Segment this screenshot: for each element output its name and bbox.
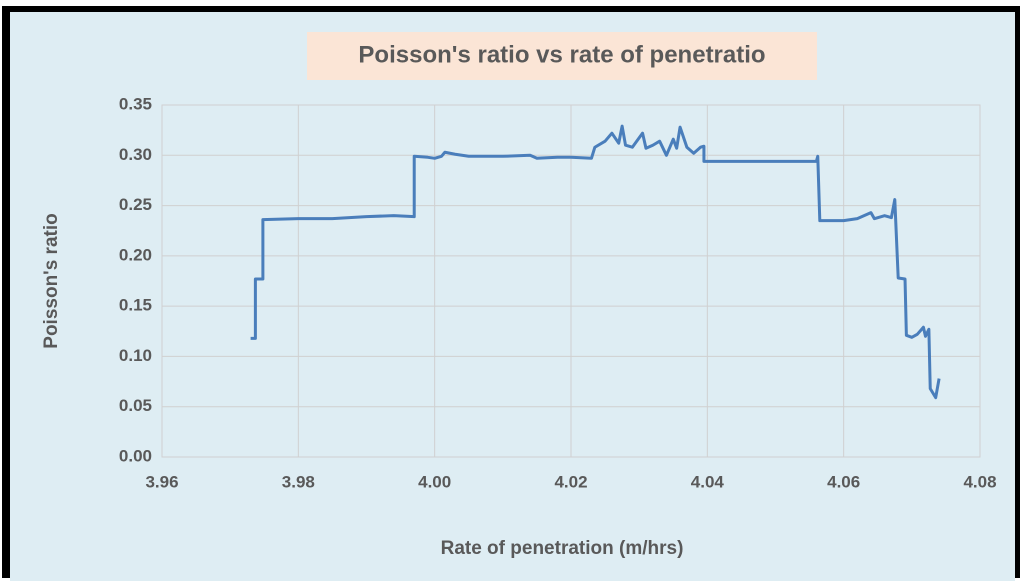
y-axis-label: Poisson's ratio	[41, 213, 62, 348]
y-tick-label: 0.20	[119, 245, 152, 264]
y-tick-label: 0.15	[119, 296, 152, 315]
y-tick-label: 0.05	[119, 396, 152, 415]
title-box	[307, 32, 817, 80]
y-tick-label: 0.35	[119, 94, 152, 113]
x-tick-label: 3.96	[145, 472, 178, 491]
chart-area	[10, 12, 1015, 581]
x-tick-label: 4.06	[827, 472, 860, 491]
x-tick-label: 4.00	[418, 472, 451, 491]
x-tick-label: 3.98	[282, 472, 315, 491]
x-tick-label: 4.04	[691, 472, 725, 491]
y-tick-label: 0.25	[119, 195, 152, 214]
plot-border	[161, 104, 981, 458]
x-tick-label: 4.08	[963, 472, 996, 491]
data-line	[250, 124, 941, 400]
x-axis-label: Rate of penetration (m/hrs)	[441, 538, 684, 559]
chart-title: Poisson's ratio vs rate of penetratio	[358, 41, 765, 68]
x-tick-label: 4.02	[554, 472, 587, 491]
y-tick-label: 0.00	[119, 446, 152, 465]
y-tick-label: 0.10	[119, 346, 152, 365]
y-tick-label: 0.30	[119, 145, 152, 164]
